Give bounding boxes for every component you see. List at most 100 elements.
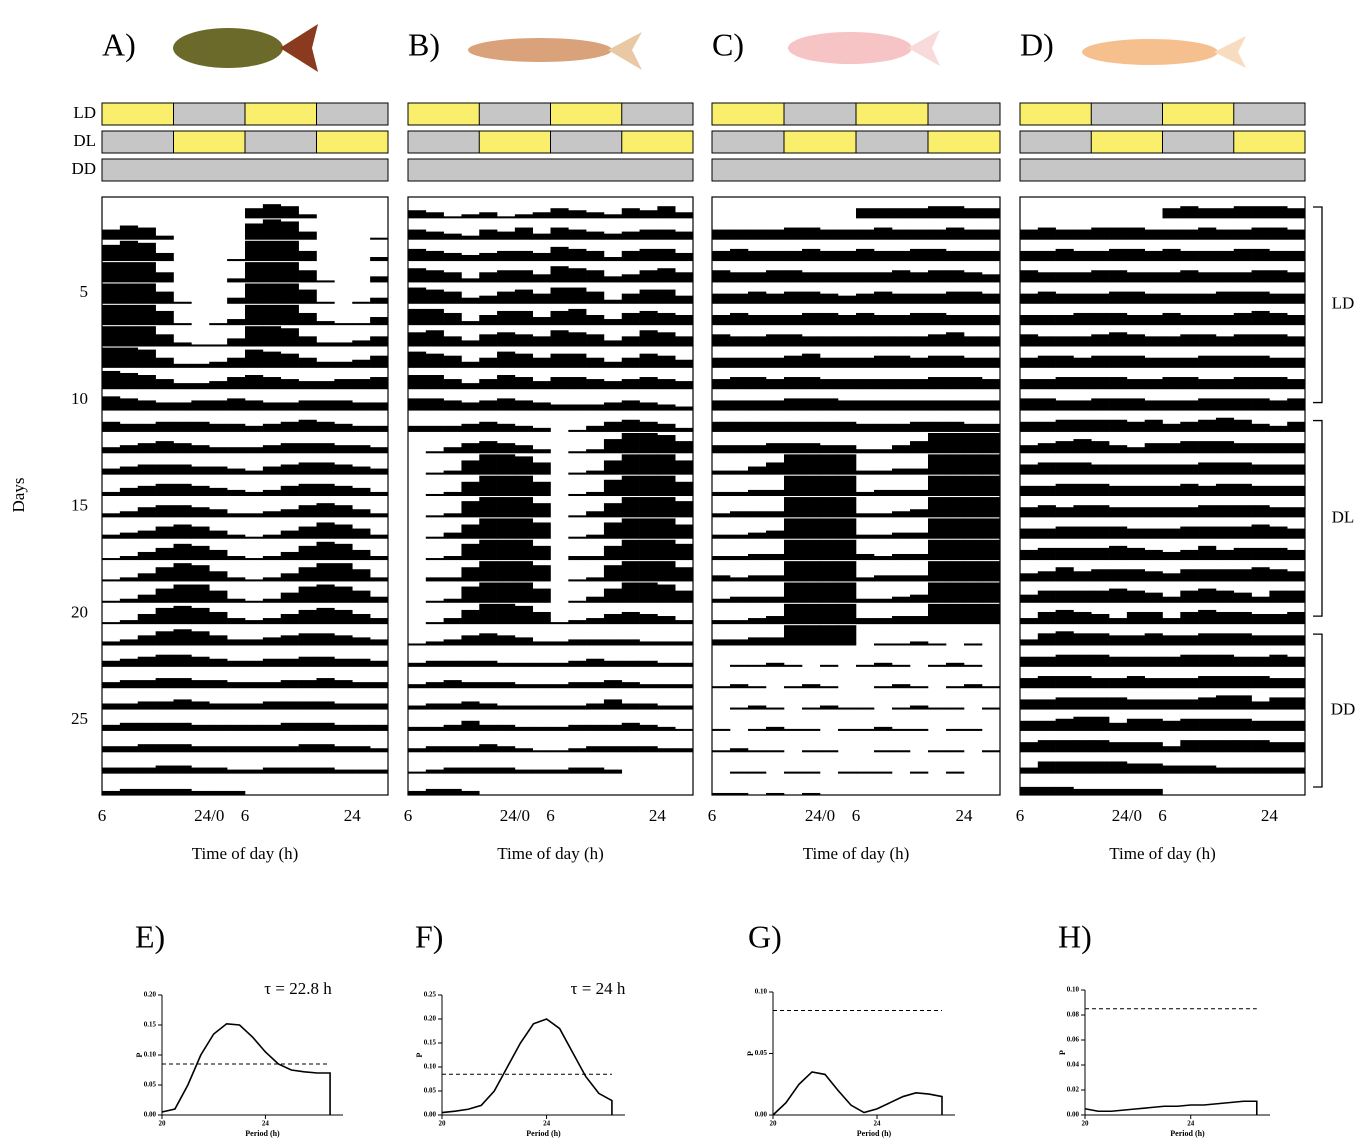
activity-bar [174, 464, 192, 474]
activity-bar [1216, 398, 1234, 410]
activity-bar [1109, 249, 1127, 261]
activity-bar [408, 791, 426, 795]
day-tick-label: 25 [71, 709, 88, 728]
activity-bar [1145, 550, 1163, 560]
activity-bar [982, 518, 1000, 538]
activity-bar [138, 350, 156, 368]
schedule-light [479, 131, 550, 153]
activity-bar [1145, 612, 1163, 624]
activity-bar [838, 625, 856, 645]
activity-bar [928, 334, 946, 346]
activity-bar [1287, 379, 1305, 389]
activity-bar [245, 305, 263, 325]
activity-bar [964, 665, 982, 667]
activity-bar [622, 582, 640, 602]
activity-bar [1056, 591, 1074, 603]
activity-bar [1216, 418, 1234, 432]
activity-bar [1109, 697, 1127, 709]
activity-bar [299, 567, 317, 581]
activity-bar [675, 525, 693, 539]
x-tick-label: 24 [1261, 806, 1279, 825]
activity-bar [317, 342, 335, 346]
activity-bar [1073, 612, 1091, 624]
activity-bar [748, 230, 766, 240]
activity-bar [1091, 356, 1109, 368]
activity-bar [461, 482, 479, 496]
activity-bar [568, 354, 586, 368]
activity-bar [766, 270, 784, 282]
activity-bar [675, 684, 693, 688]
activity-bar [138, 595, 156, 603]
activity-bar [1252, 311, 1270, 325]
activity-bar [317, 443, 335, 453]
activity-bar [138, 744, 156, 752]
activity-bar [568, 309, 586, 325]
activity-bar [1038, 612, 1056, 624]
activity-bar [1198, 505, 1216, 517]
activity-bar [352, 725, 370, 731]
activity-bar [102, 622, 120, 624]
activity-bar [1198, 697, 1216, 709]
activity-bar [1020, 787, 1038, 795]
activity-bar [515, 706, 533, 710]
activity-bar [766, 315, 784, 325]
activity-bar [1109, 270, 1127, 282]
activity-bar [497, 706, 515, 710]
activity-bar [1269, 768, 1287, 774]
activity-bar [551, 684, 569, 688]
activity-bar [784, 443, 802, 453]
activity-bar [174, 364, 192, 368]
activity-bar [928, 582, 946, 602]
activity-bar [568, 515, 586, 517]
activity-bar [657, 476, 675, 496]
activity-bar [497, 540, 515, 560]
activity-bar [604, 362, 622, 368]
activity-bar [874, 599, 892, 603]
activity-bar [1073, 336, 1091, 346]
activity-bar [245, 639, 263, 645]
activity-bar [352, 467, 370, 475]
activity-bar [730, 230, 748, 240]
activity-bar [838, 336, 856, 346]
activity-bar [497, 746, 515, 752]
activity-bar [928, 206, 946, 218]
activity-bar [370, 597, 388, 603]
activity-bar [982, 750, 1000, 752]
activity-bar [856, 249, 874, 261]
activity-bar [982, 497, 1000, 517]
activity-bar [712, 400, 730, 410]
activity-bar [102, 725, 120, 731]
activity-bar [263, 556, 281, 560]
activity-bar [622, 561, 640, 581]
activity-bar [1269, 251, 1287, 261]
activity-bar [838, 251, 856, 261]
activity-bar [766, 251, 784, 261]
activity-bar [156, 464, 174, 474]
activity-bar [245, 471, 263, 475]
activity-bar [1180, 294, 1198, 304]
activity-bar [352, 746, 370, 752]
activity-bar [1020, 270, 1038, 282]
activity-bar [102, 791, 120, 795]
activity-bar [802, 354, 820, 368]
activity-bar [766, 511, 784, 517]
activity-bar [784, 625, 802, 645]
activity-bar [675, 407, 693, 411]
activity-bar [1145, 358, 1163, 368]
activity-bar [263, 701, 281, 709]
activity-bar [622, 379, 640, 389]
activity-bar [874, 336, 892, 346]
activity-bar [174, 699, 192, 709]
activity-bar [820, 540, 838, 560]
activity-bar [191, 608, 209, 624]
activity-bar [766, 750, 784, 752]
activity-bar [1056, 697, 1074, 709]
activity-bar [281, 464, 299, 474]
activity-bar [657, 404, 675, 410]
activity-bar [174, 563, 192, 581]
activity-bar [317, 484, 335, 496]
x-tick-label: 6 [404, 806, 413, 825]
activity-bar [1127, 569, 1145, 581]
activity-bar [1198, 486, 1216, 496]
activity-bar [479, 633, 497, 645]
